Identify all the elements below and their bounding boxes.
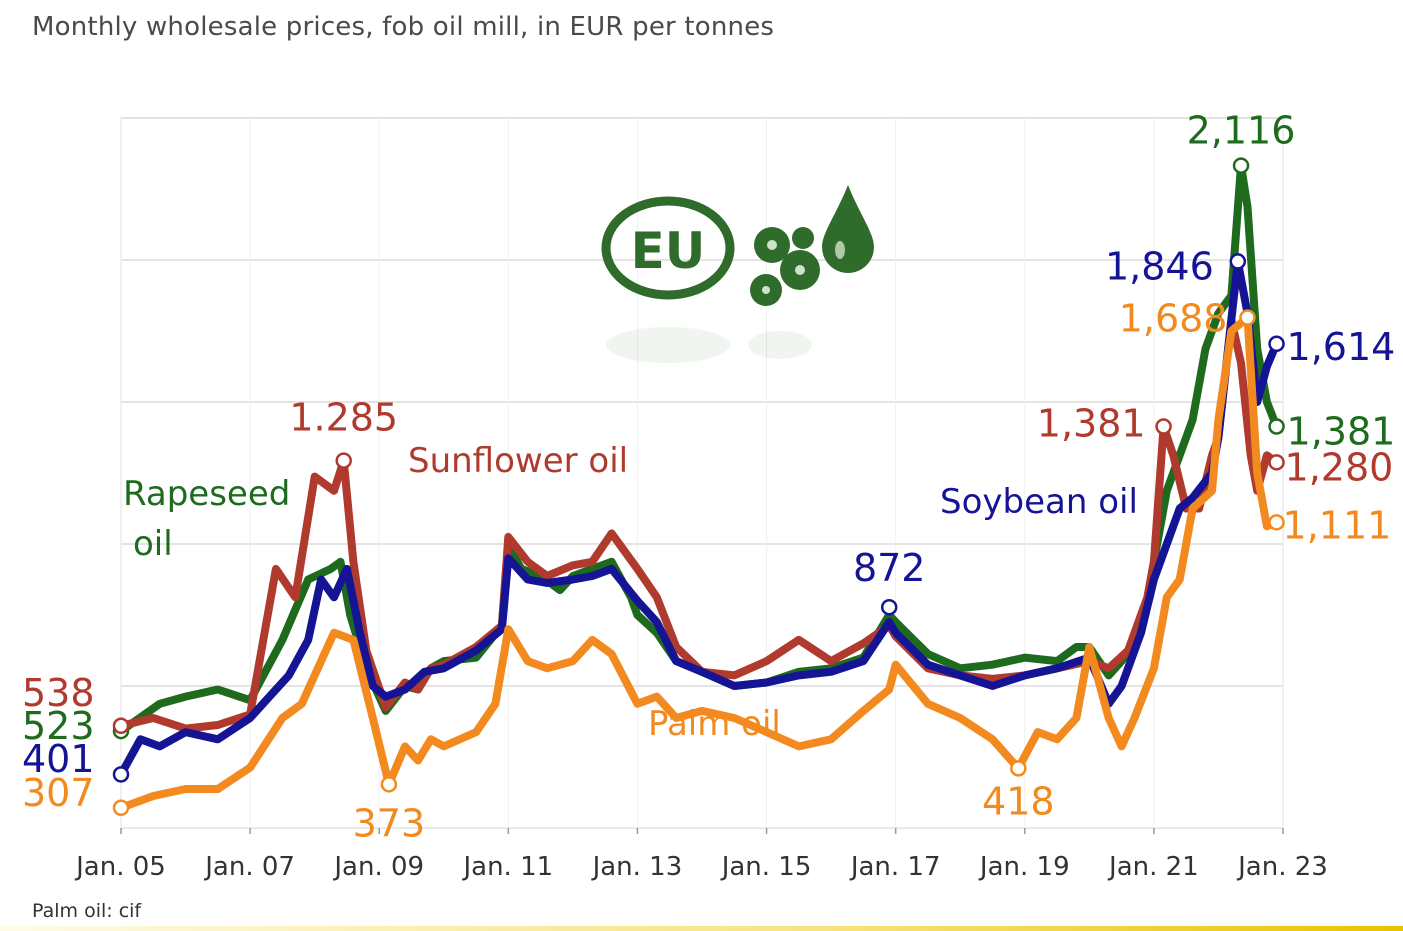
- value-label: 1,688: [1119, 297, 1228, 341]
- value-marker: [1268, 454, 1285, 471]
- value-marker: [1232, 157, 1250, 174]
- value-label: 2,116: [1187, 109, 1296, 153]
- chart-title: Monthly wholesale prices, fob oil mill, …: [32, 12, 775, 42]
- value-label: 307: [22, 771, 95, 815]
- x-tick-label: Jan. 13: [591, 852, 683, 882]
- series-name-label: Sunflower oil: [408, 441, 628, 481]
- value-marker: [335, 452, 352, 469]
- eu-logo-text: EU: [631, 222, 706, 280]
- value-marker: [1155, 418, 1172, 435]
- x-tick-label: Jan. 17: [849, 852, 941, 882]
- value-marker: [112, 766, 130, 783]
- value-label: 523: [22, 704, 95, 748]
- x-tick-label: Jan. 09: [332, 852, 424, 882]
- oilseed-flower-icon: [748, 227, 820, 359]
- value-marker: [112, 799, 130, 817]
- series-name-label: Palm oil: [648, 704, 781, 744]
- series-name-label: Soybean oil: [940, 482, 1138, 522]
- value-label: 373: [353, 801, 426, 845]
- value-label: 538: [22, 671, 95, 715]
- value-label: 1,111: [1283, 503, 1392, 547]
- bottom-rule: [0, 926, 1403, 931]
- series-name-label: Rapeseed: [123, 474, 290, 514]
- series-line-sunflower-oil: [117, 316, 1281, 733]
- value-marker: [380, 776, 398, 793]
- value-label: 401: [22, 737, 95, 781]
- value-label: 1,381: [1287, 409, 1396, 453]
- x-tick-label: Jan. 07: [203, 852, 295, 882]
- value-marker: [1239, 309, 1256, 326]
- value-label: 1,381: [1037, 401, 1146, 445]
- x-tick-label: Jan. 21: [1107, 852, 1199, 882]
- value-marker: [1010, 760, 1027, 777]
- footnote: Palm oil: cif: [32, 900, 142, 922]
- value-label: 1.285: [289, 396, 398, 440]
- value-marker: [1268, 335, 1285, 353]
- x-tick-label: Jan. 15: [720, 852, 812, 882]
- x-tick-label: Jan. 23: [1236, 852, 1328, 882]
- value-marker: [1229, 253, 1247, 270]
- x-tick-label: Jan. 19: [978, 852, 1070, 882]
- value-label: 1,846: [1105, 244, 1214, 288]
- value-label: 1,280: [1285, 445, 1394, 489]
- value-label: 1,614: [1287, 325, 1396, 369]
- oil-drop-icon: [822, 185, 874, 273]
- value-marker: [1268, 514, 1285, 531]
- series-line-palm-oil: [117, 313, 1281, 812]
- value-marker: [1268, 418, 1285, 435]
- eu-logo: EU: [601, 196, 735, 363]
- series-line-soybean-oil: [117, 257, 1281, 779]
- value-label: 872: [853, 546, 926, 590]
- value-marker: [112, 717, 130, 735]
- x-tick-label: Jan. 11: [461, 852, 553, 882]
- value-label: 418: [982, 779, 1055, 823]
- series-name-label: oil: [133, 524, 173, 564]
- x-tick-label: Jan. 05: [74, 852, 166, 882]
- value-marker: [880, 598, 898, 616]
